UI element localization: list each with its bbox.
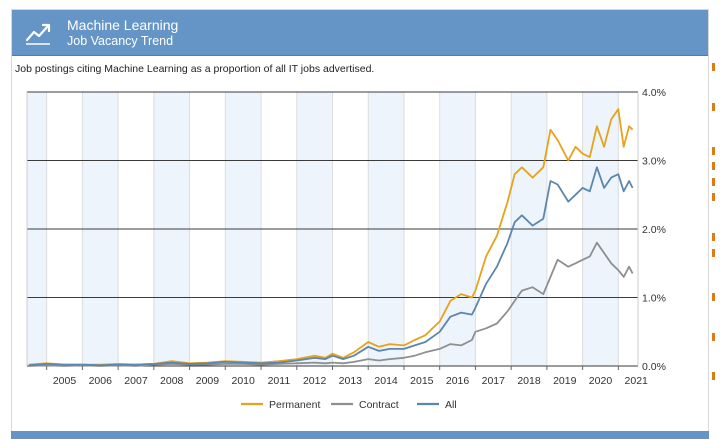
x-tick-label: 2006 xyxy=(89,375,113,387)
x-tick-label: 2010 xyxy=(231,375,255,387)
side-marker xyxy=(712,293,715,301)
legend-label-permanent: Permanent xyxy=(269,399,320,411)
x-tick-label: 2005 xyxy=(53,375,77,387)
x-tick-label: 2009 xyxy=(196,375,220,387)
y-tick-label: 4.0% xyxy=(642,87,666,99)
y-tick-label: 2.0% xyxy=(642,224,666,236)
x-tick-label: 2015 xyxy=(410,375,434,387)
series-line-contract xyxy=(28,241,634,367)
side-marker xyxy=(712,233,715,241)
side-marker xyxy=(712,193,715,201)
x-tick-label: 2007 xyxy=(124,375,148,387)
x-tick-label: 2018 xyxy=(517,375,541,387)
panel-subtitle: Job Vacancy Trend xyxy=(67,34,174,48)
y-tick-label: 0.0% xyxy=(642,361,666,373)
series-line-all xyxy=(28,166,634,367)
panel-header: Machine Learning Job Vacancy Trend xyxy=(12,10,708,56)
x-tick-label: 2019 xyxy=(553,375,577,387)
footer-bar xyxy=(11,431,709,439)
y-tick-label: 3.0% xyxy=(642,156,666,168)
side-marker-strip xyxy=(711,0,720,439)
side-marker xyxy=(712,103,715,111)
trend-chart: 0.0% 1.0% 2.0% 3.0% 4.0% 2005 2006 2007 2008 2009… xyxy=(26,87,666,411)
side-marker xyxy=(712,162,715,170)
y-tick-label: 1.0% xyxy=(642,293,666,305)
trend-line-icon xyxy=(25,23,51,45)
chart-description: Job postings citing Machine Learning as … xyxy=(15,63,375,75)
x-tick-label: 2008 xyxy=(160,375,184,387)
panel-title: Machine Learning xyxy=(67,17,179,33)
x-tick-label: 2012 xyxy=(303,375,327,387)
x-tick-label: 2020 xyxy=(589,375,613,387)
side-marker xyxy=(712,178,715,186)
x-tick-label: 2013 xyxy=(339,375,363,387)
side-marker xyxy=(712,372,715,380)
trend-panel: Machine Learning Job Vacancy Trend Job p… xyxy=(11,9,709,432)
x-tick-label: 2016 xyxy=(446,375,470,387)
side-marker xyxy=(712,63,715,71)
x-tick-label: 2014 xyxy=(374,375,398,387)
side-marker xyxy=(712,147,715,155)
legend-label-contract: Contract xyxy=(359,399,399,411)
side-marker xyxy=(712,333,715,341)
x-tick-label: 2017 xyxy=(482,375,506,387)
series-line-permanent xyxy=(28,108,634,366)
x-tick-label: 2011 xyxy=(268,375,291,387)
x-tick-label: 2021 xyxy=(625,375,649,387)
side-marker xyxy=(712,249,715,257)
legend-label-all: All xyxy=(445,399,457,411)
